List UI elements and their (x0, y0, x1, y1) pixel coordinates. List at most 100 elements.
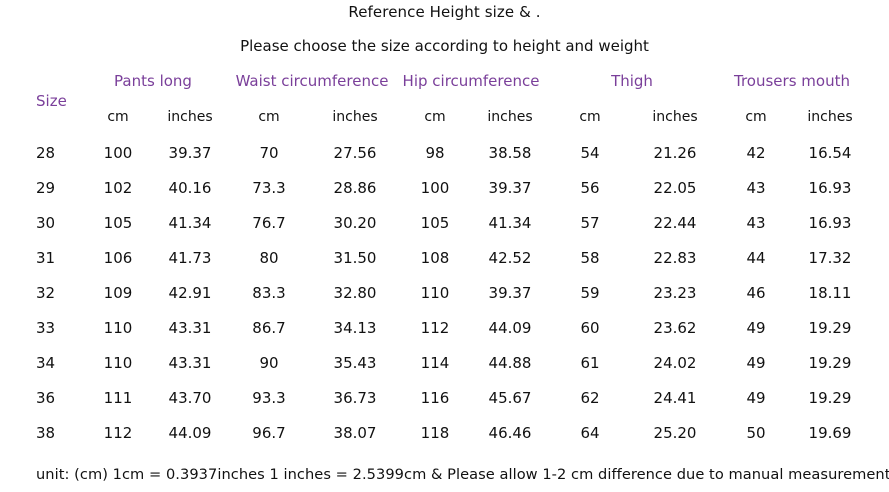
table-cell: 17.32 (808, 249, 852, 267)
table-cell: 38.07 (333, 424, 377, 442)
table-cell: 25.20 (653, 424, 697, 442)
unit-header: cm (107, 109, 129, 125)
table-cell: 56 (580, 179, 600, 197)
table-cell: 38.58 (488, 144, 532, 162)
table-cell: 105 (420, 214, 450, 232)
unit-header: inches (652, 109, 698, 125)
size-column-header: Size (36, 92, 67, 110)
table-cell: 23.62 (653, 319, 697, 337)
size-cell: 36 (36, 389, 56, 407)
table-cell: 24.02 (653, 354, 697, 372)
table-cell: 19.29 (808, 354, 852, 372)
table-cell: 31.50 (333, 249, 377, 267)
table-cell: 43.31 (168, 319, 212, 337)
unit-header: cm (579, 109, 601, 125)
table-cell: 46 (746, 284, 766, 302)
table-cell: 43 (746, 214, 766, 232)
table-cell: 44 (746, 249, 766, 267)
table-cell: 64 (580, 424, 600, 442)
table-cell: 24.41 (653, 389, 697, 407)
table-cell: 27.56 (333, 144, 377, 162)
unit-header: inches (807, 109, 853, 125)
column-group-header: Pants long (114, 72, 192, 90)
table-cell: 40.16 (168, 179, 212, 197)
table-cell: 19.29 (808, 319, 852, 337)
table-cell: 90 (259, 354, 279, 372)
table-cell: 30.20 (333, 214, 377, 232)
table-cell: 110 (103, 354, 133, 372)
table-cell: 43 (746, 179, 766, 197)
table-cell: 46.46 (488, 424, 532, 442)
table-cell: 111 (103, 389, 133, 407)
unit-conversion-note: unit: (cm) 1cm = 0.3937inches 1 inches =… (36, 466, 889, 483)
table-cell: 49 (746, 389, 766, 407)
table-cell: 44.88 (488, 354, 532, 372)
table-cell: 16.54 (808, 144, 852, 162)
table-cell: 110 (420, 284, 450, 302)
table-cell: 45.67 (488, 389, 532, 407)
table-cell: 76.7 (252, 214, 286, 232)
table-cell: 62 (580, 389, 600, 407)
table-cell: 32.80 (333, 284, 377, 302)
table-cell: 16.93 (808, 179, 852, 197)
table-cell: 106 (103, 249, 133, 267)
table-cell: 39.37 (488, 179, 532, 197)
table-cell: 23.23 (653, 284, 697, 302)
table-cell: 44.09 (168, 424, 212, 442)
table-cell: 16.93 (808, 214, 852, 232)
size-cell: 33 (36, 319, 56, 337)
table-cell: 112 (420, 319, 450, 337)
table-cell: 36.73 (333, 389, 377, 407)
size-cell: 32 (36, 284, 56, 302)
table-cell: 50 (746, 424, 766, 442)
table-cell: 112 (103, 424, 133, 442)
table-cell: 96.7 (252, 424, 286, 442)
table-cell: 22.44 (653, 214, 697, 232)
column-group-header: Thigh (611, 72, 653, 90)
table-cell: 109 (103, 284, 133, 302)
table-cell: 100 (420, 179, 450, 197)
table-cell: 43.31 (168, 354, 212, 372)
table-cell: 86.7 (252, 319, 286, 337)
table-cell: 98 (425, 144, 445, 162)
table-cell: 60 (580, 319, 600, 337)
table-cell: 28.86 (333, 179, 377, 197)
table-cell: 73.3 (252, 179, 286, 197)
column-group-header: Trousers mouth (734, 72, 850, 90)
table-cell: 58 (580, 249, 600, 267)
column-group-header: Hip circumference (402, 72, 540, 90)
table-cell: 39.37 (488, 284, 532, 302)
table-cell: 59 (580, 284, 600, 302)
table-cell: 102 (103, 179, 133, 197)
table-cell: 18.11 (808, 284, 852, 302)
table-cell: 49 (746, 319, 766, 337)
table-cell: 54 (580, 144, 600, 162)
column-group-header: Waist circumference (235, 72, 389, 90)
size-cell: 30 (36, 214, 56, 232)
table-cell: 41.34 (488, 214, 532, 232)
size-cell: 28 (36, 144, 56, 162)
size-cell: 34 (36, 354, 56, 372)
page-title: Reference Height size & . (348, 3, 541, 21)
unit-header: cm (258, 109, 280, 125)
table-cell: 35.43 (333, 354, 377, 372)
table-cell: 42.52 (488, 249, 532, 267)
table-cell: 22.83 (653, 249, 697, 267)
table-cell: 61 (580, 354, 600, 372)
table-cell: 93.3 (252, 389, 286, 407)
unit-header: cm (745, 109, 767, 125)
unit-header: inches (487, 109, 533, 125)
table-cell: 42.91 (168, 284, 212, 302)
table-cell: 49 (746, 354, 766, 372)
table-cell: 42 (746, 144, 766, 162)
table-cell: 44.09 (488, 319, 532, 337)
size-cell: 29 (36, 179, 56, 197)
size-cell: 38 (36, 424, 56, 442)
unit-header: inches (167, 109, 213, 125)
table-cell: 19.29 (808, 389, 852, 407)
table-cell: 22.05 (653, 179, 697, 197)
table-cell: 70 (259, 144, 279, 162)
table-cell: 116 (420, 389, 450, 407)
page-subtitle: Please choose the size according to heig… (240, 37, 649, 55)
table-cell: 19.69 (808, 424, 852, 442)
